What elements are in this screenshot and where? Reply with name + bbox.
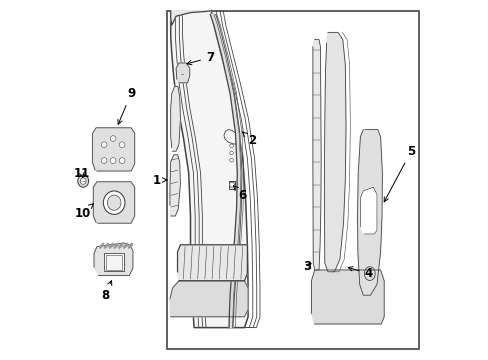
Ellipse shape [103,191,125,215]
Circle shape [110,136,116,141]
Ellipse shape [107,195,121,210]
Polygon shape [324,32,346,272]
Bar [167,11,418,349]
Polygon shape [94,243,133,275]
Text: 3: 3 [303,260,311,273]
Text: 2: 2 [242,132,255,147]
Polygon shape [311,270,384,324]
Polygon shape [170,86,180,151]
Text: 10: 10 [75,204,93,220]
Circle shape [101,142,107,148]
Circle shape [229,151,233,155]
Polygon shape [176,63,189,83]
Ellipse shape [78,175,88,187]
Circle shape [119,142,125,148]
Bar [228,181,235,189]
Bar [106,255,122,270]
Polygon shape [119,243,122,248]
Text: 9: 9 [118,87,135,124]
Circle shape [229,158,233,162]
Polygon shape [170,281,247,317]
Polygon shape [360,187,376,234]
Circle shape [229,144,233,148]
Circle shape [101,158,107,163]
Text: 1: 1 [152,174,166,186]
Polygon shape [357,130,382,295]
Text: 6: 6 [233,185,246,202]
Polygon shape [114,243,118,248]
Polygon shape [128,243,132,248]
Circle shape [229,182,234,187]
Polygon shape [170,155,180,216]
Polygon shape [123,243,127,248]
Polygon shape [312,40,321,270]
Circle shape [110,158,116,163]
Polygon shape [109,243,113,248]
Text: 7: 7 [186,51,214,65]
Polygon shape [100,243,103,248]
Text: 5: 5 [384,145,414,202]
Polygon shape [210,14,242,328]
Ellipse shape [80,178,86,184]
Bar [104,253,123,271]
Polygon shape [92,128,134,171]
Polygon shape [93,182,134,223]
Polygon shape [170,11,211,25]
Circle shape [119,158,125,163]
Text: 4: 4 [347,267,372,280]
Text: 8: 8 [101,281,112,302]
Polygon shape [177,245,247,281]
Polygon shape [104,243,108,248]
Polygon shape [170,11,247,328]
Text: 11: 11 [74,167,90,180]
